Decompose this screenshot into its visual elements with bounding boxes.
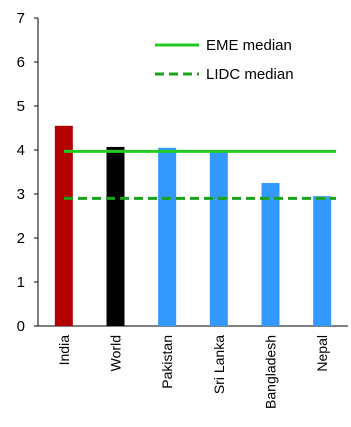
- bar-sri-lanka: [209, 152, 228, 326]
- y-tick-label: 3: [17, 186, 25, 203]
- category-labels: India World Pakistan Sri Lanka Bangladesh Nep…: [56, 335, 330, 409]
- y-axis-ticks: 0 1 2 3 4 5 6 7: [17, 10, 38, 335]
- legend: EME median LIDC median: [155, 37, 294, 83]
- bar-bangladesh: [261, 183, 280, 326]
- category-label: Pakistan: [159, 335, 175, 389]
- category-label: India: [56, 335, 72, 366]
- legend-label: EME median: [206, 37, 292, 54]
- y-tick-label: 6: [17, 54, 25, 71]
- y-tick-label: 5: [17, 98, 25, 115]
- category-label: World: [108, 335, 124, 371]
- y-tick-label: 0: [17, 318, 25, 335]
- y-tick-label: 2: [17, 230, 25, 247]
- bar-pakistan: [158, 147, 177, 326]
- bar-series: [54, 125, 332, 326]
- category-label: Bangladesh: [263, 335, 279, 409]
- category-label: Nepal: [314, 335, 330, 372]
- plot-area: 0 1 2 3 4 5 6 7 India World Pakistan Sri Lanka Bang…: [17, 10, 348, 409]
- legend-label: LIDC median: [206, 66, 294, 83]
- reference-lines: [64, 149, 336, 200]
- y-tick-label: 7: [17, 10, 25, 27]
- bar-nepal: [313, 196, 332, 326]
- category-label: Sri Lanka: [211, 335, 227, 394]
- bar-world: [106, 146, 125, 326]
- y-tick-label: 4: [17, 142, 25, 159]
- bar-india: [54, 125, 73, 326]
- y-tick-label: 1: [17, 274, 25, 291]
